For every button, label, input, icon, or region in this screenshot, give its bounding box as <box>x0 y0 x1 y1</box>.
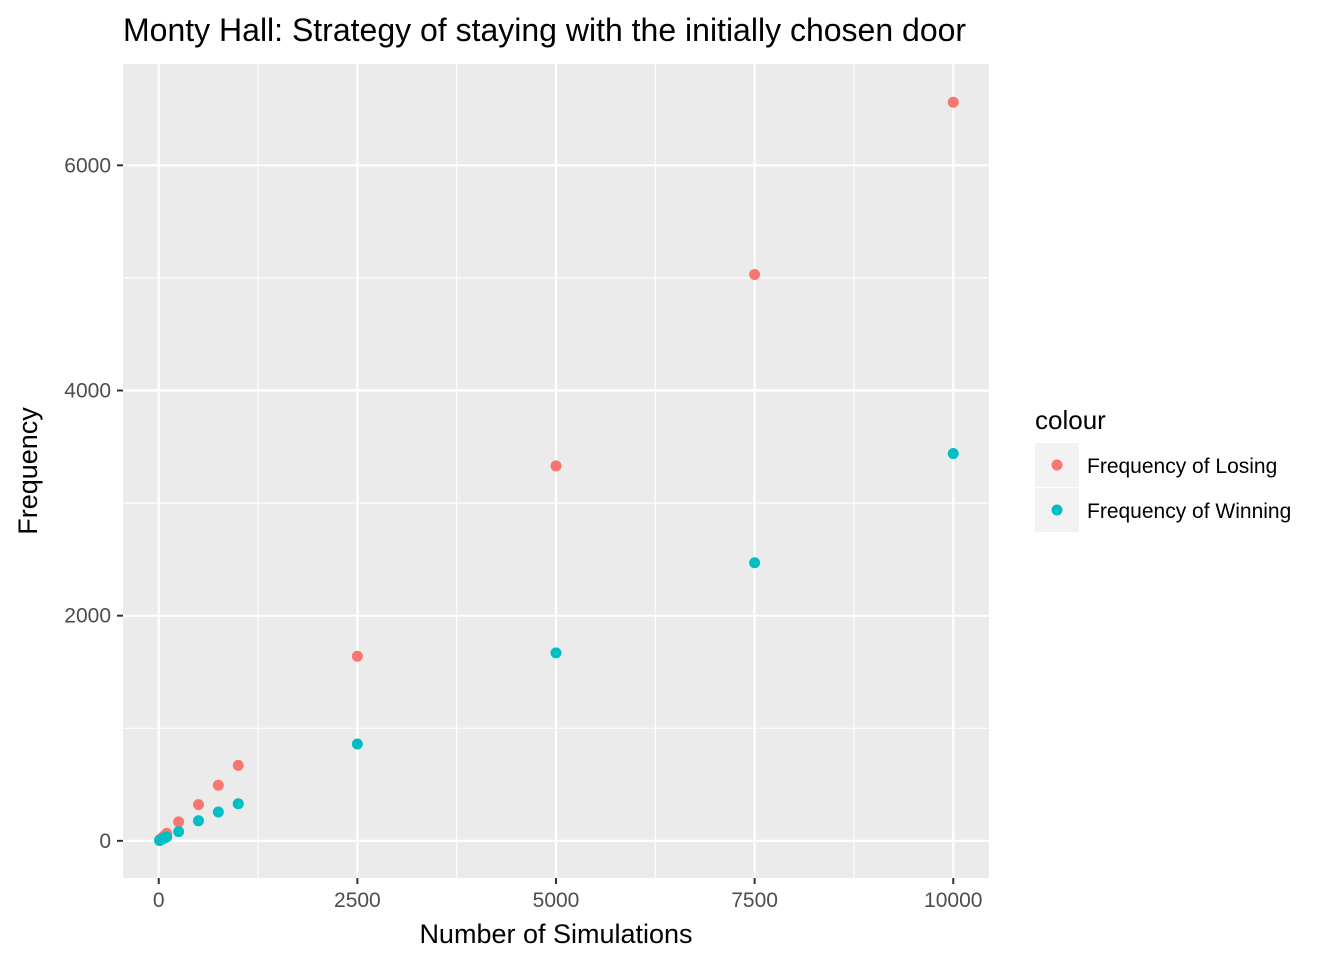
y-axis-ticks: 0 2000 4000 6000 <box>64 154 123 853</box>
data-point <box>232 759 244 771</box>
data-point <box>351 738 363 750</box>
major-grid <box>123 64 989 878</box>
x-axis-title: Number of Simulations <box>419 919 692 949</box>
y-axis-title: Frequency <box>13 407 43 535</box>
x-tick-label: 2500 <box>334 889 381 912</box>
legend-label-losing: Frequency of Losing <box>1087 455 1277 478</box>
legend-marker-losing <box>1051 459 1063 471</box>
y-tick-label: 6000 <box>64 154 111 177</box>
data-point <box>749 557 761 569</box>
data-point <box>550 647 562 659</box>
chart-title: Monty Hall: Strategy of staying with the… <box>123 12 966 48</box>
series-frequency-of-winning <box>154 448 959 847</box>
y-tick-label: 0 <box>99 830 111 853</box>
x-tick-label: 5000 <box>533 889 580 912</box>
data-point <box>947 448 959 460</box>
data-point <box>550 460 562 472</box>
legend-title: colour <box>1035 405 1106 435</box>
x-tick-label: 10000 <box>924 889 982 912</box>
data-point <box>351 650 363 662</box>
x-tick-label: 7500 <box>731 889 778 912</box>
y-tick-label: 2000 <box>64 605 111 628</box>
data-point <box>173 826 185 838</box>
data-points <box>154 96 959 847</box>
data-point <box>232 798 244 810</box>
data-point <box>749 269 761 281</box>
data-point <box>161 831 173 843</box>
data-point <box>947 96 959 108</box>
legend-marker-winning <box>1051 504 1063 516</box>
x-axis-ticks: 0 2500 5000 7500 10000 <box>153 878 982 912</box>
data-point <box>192 815 204 827</box>
x-tick-label: 0 <box>153 889 165 912</box>
legend: colour Frequency of Losing Frequency of … <box>1035 405 1291 532</box>
legend-label-winning: Frequency of Winning <box>1087 500 1291 523</box>
data-point <box>173 816 185 828</box>
y-tick-label: 4000 <box>64 380 111 403</box>
data-point <box>192 799 204 811</box>
data-point <box>212 779 224 791</box>
data-point <box>212 806 224 818</box>
